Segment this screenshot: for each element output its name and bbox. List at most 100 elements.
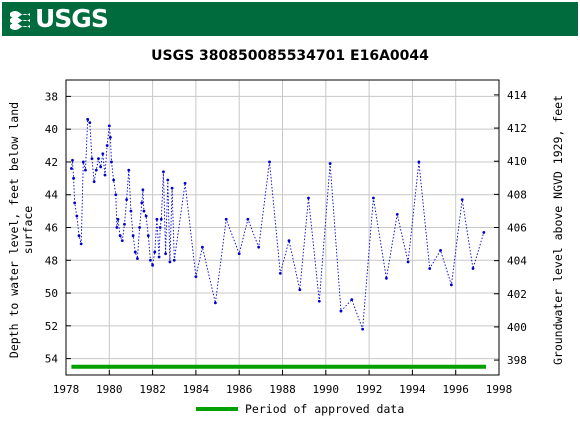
data-point (146, 234, 150, 238)
data-point (108, 135, 112, 139)
data-series (70, 117, 486, 331)
data-point (361, 327, 365, 331)
data-point (257, 245, 261, 249)
x-tick-label: 1984 (183, 383, 210, 396)
data-point (120, 239, 124, 243)
left-y-tick-label: 48 (45, 254, 58, 267)
data-point (101, 152, 105, 156)
data-point (213, 301, 217, 305)
left-axis-label-line2: surface (21, 206, 35, 255)
x-tick-label: 1980 (96, 383, 123, 396)
data-point (158, 226, 162, 229)
data-point (298, 288, 302, 292)
left-y-tick-label: 50 (45, 287, 58, 300)
data-point (142, 209, 146, 213)
right-y-tick-label: 406 (507, 222, 527, 235)
left-y-tick-label: 38 (45, 90, 58, 103)
data-point (149, 258, 152, 262)
right-y-tick-label: 398 (507, 354, 527, 367)
x-tick-label: 1998 (486, 383, 513, 396)
left-y-tick-label: 44 (45, 189, 59, 202)
left-axis-label-line1: Depth to water level, feet below land (7, 102, 21, 358)
right-y-tick-label: 408 (507, 188, 527, 201)
data-point (112, 178, 116, 182)
data-point (81, 160, 85, 164)
x-tick-label: 1990 (313, 383, 340, 396)
data-point (183, 181, 187, 185)
data-point (224, 217, 228, 221)
data-point (385, 276, 388, 280)
grid-lines (65, 80, 500, 375)
data-point (200, 245, 204, 249)
right-y-tick-label: 400 (507, 321, 527, 334)
left-y-tick-label: 54 (45, 353, 59, 366)
data-point (162, 170, 165, 174)
data-point (350, 298, 354, 302)
chart-title: USGS 380850085534701 E16A0044 (151, 48, 429, 64)
data-point (460, 198, 464, 202)
data-point (170, 186, 174, 190)
data-point (71, 158, 74, 162)
data-point (317, 299, 321, 303)
data-point (151, 263, 155, 267)
data-point (287, 239, 291, 243)
data-point (123, 222, 126, 226)
data-point (194, 275, 198, 279)
data-point (168, 260, 172, 264)
left-y-axis-ticks: 38 40 42 44 46 48 50 52 54 (45, 90, 71, 366)
data-point (268, 160, 271, 164)
series-line (70, 117, 485, 330)
x-tick-label: 1996 (442, 383, 469, 396)
data-point (110, 160, 113, 164)
usgs-logo-text: USGS (35, 4, 109, 33)
data-point (164, 252, 167, 256)
data-point (471, 267, 475, 270)
data-point (125, 198, 129, 202)
left-y-tick-label: 46 (45, 222, 58, 235)
data-point (395, 212, 399, 216)
data-point (140, 201, 144, 205)
data-point (406, 260, 410, 264)
data-point (417, 160, 421, 164)
data-point (159, 217, 163, 221)
right-axis-label: Groundwater level above NGVD 1929, feet (551, 95, 565, 365)
x-tick-label: 1994 (399, 383, 426, 396)
data-point (153, 250, 157, 254)
x-axis-ticks: 1978 1980 1982 1984 1986 1988 1990 1992 1994 1996… (53, 370, 513, 396)
data-point (131, 234, 135, 238)
data-point (166, 178, 170, 182)
data-point (70, 167, 73, 170)
data-point (118, 234, 122, 238)
data-point (439, 249, 442, 252)
left-y-tick-label: 52 (45, 320, 58, 333)
data-point (84, 168, 87, 172)
data-point (328, 162, 332, 165)
data-point (75, 214, 79, 218)
data-point (136, 257, 139, 261)
data-point (482, 231, 486, 234)
left-y-tick-label: 42 (45, 156, 58, 169)
data-point (116, 217, 120, 221)
legend-label: Period of approved data (245, 402, 404, 416)
data-point (339, 309, 343, 313)
data-point (127, 168, 131, 172)
data-point (79, 242, 83, 246)
data-point (237, 252, 241, 256)
data-point (307, 196, 310, 200)
right-y-tick-label: 412 (507, 122, 527, 135)
data-point (72, 176, 75, 180)
data-point (105, 144, 109, 147)
data-point (428, 267, 432, 270)
x-tick-label: 1986 (226, 383, 253, 396)
data-point (88, 121, 92, 125)
data-point (133, 250, 137, 254)
usgs-wave-icon (10, 11, 30, 30)
data-point (115, 226, 119, 229)
data-point (141, 188, 145, 192)
right-y-tick-label: 410 (507, 155, 527, 168)
data-point (138, 226, 142, 229)
x-tick-label: 1982 (139, 383, 166, 396)
data-point (86, 117, 90, 121)
data-point (157, 255, 161, 259)
